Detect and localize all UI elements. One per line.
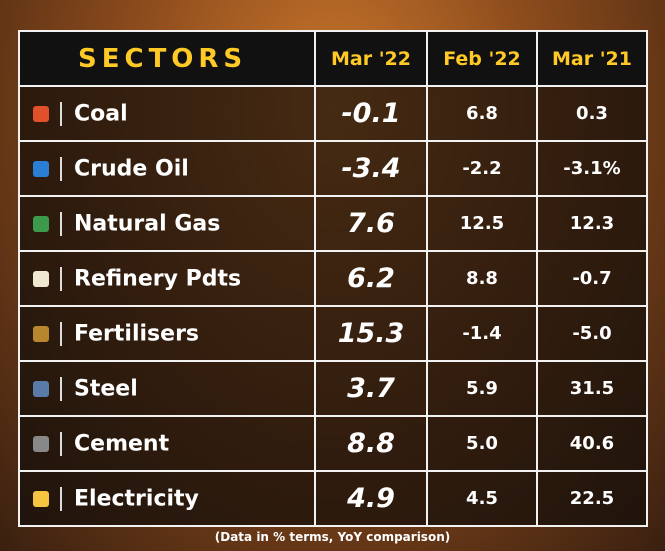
table-body: Coal -0.1 6.8 0.3 Crude Oil -3.4 -2.2 -3.1% Natu… [18, 85, 648, 527]
sector-table: SECTORS Mar '22 Feb '22 Mar '21 Coal -0.1… [18, 30, 648, 527]
sector-name: Electricity [74, 486, 199, 512]
table-title: SECTORS [18, 30, 316, 87]
value-cell: 5.0 [426, 415, 538, 472]
sector-icon [33, 325, 49, 342]
value-cell: 40.6 [536, 415, 648, 472]
value-cell: 5.9 [426, 360, 538, 417]
table-row: Fertilisers 15.3 -1.4 -5.0 [18, 305, 648, 362]
sector-cell: Coal [18, 85, 316, 142]
value-cell: -5.0 [536, 305, 648, 362]
separator [60, 431, 62, 456]
sector-cell: Steel [18, 360, 316, 417]
sector-icon [33, 380, 49, 397]
value-cell: 4.5 [426, 470, 538, 527]
sector-icon [33, 490, 49, 507]
sector-icon [33, 270, 49, 287]
sector-cell: Electricity [18, 470, 316, 527]
value-cell: 12.5 [426, 195, 538, 252]
value-cell: 4.9 [314, 470, 428, 527]
value-cell: -2.2 [426, 140, 538, 197]
table-row: Crude Oil -3.4 -2.2 -3.1% [18, 140, 648, 197]
value-cell: 3.7 [314, 360, 428, 417]
value-cell: 8.8 [426, 250, 538, 307]
sector-icon [33, 160, 49, 177]
header-row: SECTORS Mar '22 Feb '22 Mar '21 [18, 30, 648, 87]
sector-cell: Refinery Pdts [18, 250, 316, 307]
value-cell: 6.8 [426, 85, 538, 142]
sector-cell: Cement [18, 415, 316, 472]
table-row: Cement 8.8 5.0 40.6 [18, 415, 648, 472]
sector-name: Fertilisers [74, 321, 200, 347]
value-cell: 0.3 [536, 85, 648, 142]
column-header: Feb '22 [426, 30, 538, 87]
value-cell: 15.3 [314, 305, 428, 362]
sector-name: Refinery Pdts [74, 266, 242, 292]
table-row: Coal -0.1 6.8 0.3 [18, 85, 648, 142]
value-cell: -3.4 [314, 140, 428, 197]
value-cell: -0.1 [314, 85, 428, 142]
sector-name: Natural Gas [74, 211, 221, 237]
value-cell: -3.1% [536, 140, 648, 197]
sector-cell: Fertilisers [18, 305, 316, 362]
value-cell: 6.2 [314, 250, 428, 307]
separator [60, 101, 62, 126]
separator [60, 211, 62, 236]
separator [60, 156, 62, 181]
table-row: Steel 3.7 5.9 31.5 [18, 360, 648, 417]
sector-cell: Crude Oil [18, 140, 316, 197]
sector-name: Steel [74, 376, 138, 402]
separator [60, 486, 62, 511]
column-header: Mar '21 [536, 30, 648, 87]
separator [60, 266, 62, 291]
value-cell: 12.3 [536, 195, 648, 252]
sector-cell: Natural Gas [18, 195, 316, 252]
value-cell: -1.4 [426, 305, 538, 362]
footnote: (Data in % terms, YoY comparison) [214, 530, 451, 544]
sector-name: Crude Oil [74, 156, 189, 182]
separator [60, 321, 62, 346]
table-row: Refinery Pdts 6.2 8.8 -0.7 [18, 250, 648, 307]
sector-icon [33, 435, 49, 452]
sector-name: Cement [74, 431, 170, 457]
value-cell: 22.5 [536, 470, 648, 527]
value-cell: 8.8 [314, 415, 428, 472]
sector-icon [33, 105, 49, 122]
column-header: Mar '22 [314, 30, 428, 87]
sector-name: Coal [74, 101, 128, 127]
sector-icon [33, 215, 49, 232]
separator [60, 376, 62, 401]
table-row: Natural Gas 7.6 12.5 12.3 [18, 195, 648, 252]
value-cell: -0.7 [536, 250, 648, 307]
value-cell: 7.6 [314, 195, 428, 252]
table-row: Electricity 4.9 4.5 22.5 [18, 470, 648, 527]
value-cell: 31.5 [536, 360, 648, 417]
